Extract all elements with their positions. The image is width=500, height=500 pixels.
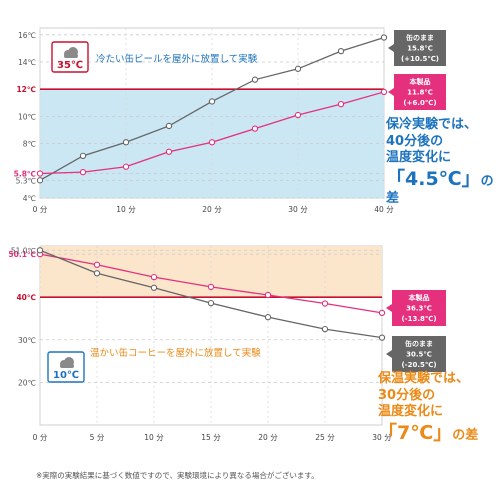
warm-callout: 保温実験では、 30分後の 温度変化に 「7℃」の差 bbox=[378, 371, 478, 445]
data-point bbox=[165, 122, 173, 130]
footnote: ※実際の実験結果に基づく数値ですので、実験環境により異なる場合がございます。 bbox=[36, 471, 319, 480]
x-tick-label: 40 分 bbox=[374, 205, 394, 214]
end-label-text: 缶のまま bbox=[406, 33, 434, 42]
x-tick-label: 25 分 bbox=[315, 433, 335, 442]
end-label-text: 本製品 bbox=[408, 293, 430, 302]
end-label-text: 36.3℃ bbox=[406, 305, 432, 313]
data-point bbox=[36, 170, 44, 177]
y-tick-label: 30℃ bbox=[18, 336, 36, 345]
y-tick-label: 10℃ bbox=[18, 112, 36, 121]
warm-callout-line2: 30分後の bbox=[378, 387, 436, 403]
end-label-box bbox=[394, 30, 446, 66]
data-point bbox=[36, 247, 44, 254]
y-tick-label: 50.1℃ bbox=[8, 250, 36, 259]
y-tick-label: 5.3℃ bbox=[16, 176, 36, 185]
chart-title: 冷たい缶ビールを屋外に放置して実験 bbox=[96, 53, 258, 65]
data-point bbox=[378, 334, 386, 341]
y-tick-label: 20℃ bbox=[18, 378, 36, 387]
data-point bbox=[207, 283, 215, 291]
cold-callout-line1: 保冷実験では、 bbox=[386, 117, 478, 132]
cold-callout-diff: 「4.5℃」 bbox=[386, 167, 481, 190]
cloud-icon bbox=[64, 47, 78, 58]
x-tick-label: 15 分 bbox=[201, 433, 221, 442]
data-point bbox=[294, 65, 302, 72]
data-point bbox=[380, 34, 388, 41]
y-tick-label: 12℃ bbox=[16, 85, 36, 94]
end-label-text: 本製品 bbox=[409, 77, 431, 86]
end-label-box bbox=[392, 336, 446, 372]
y-tick-label: 4℃ bbox=[23, 194, 36, 203]
x-tick-label: 10 分 bbox=[116, 205, 136, 214]
warm-callout-diff: 「7℃」 bbox=[378, 421, 453, 444]
data-point bbox=[122, 163, 130, 170]
data-point bbox=[264, 314, 272, 321]
data-point bbox=[294, 111, 302, 119]
data-point bbox=[150, 273, 158, 281]
end-label-text: 30.5℃ bbox=[406, 351, 432, 359]
end-label-pointer bbox=[388, 44, 394, 52]
x-tick-label: 20 分 bbox=[258, 433, 278, 442]
end-label-text: (+10.5℃) bbox=[401, 55, 439, 63]
ambient-badge-text: 10℃ bbox=[53, 370, 79, 381]
data-point bbox=[165, 148, 173, 155]
end-label-text: 11.8℃ bbox=[407, 89, 433, 97]
data-point bbox=[251, 76, 259, 83]
x-tick-label: 20 分 bbox=[202, 205, 222, 214]
warm-callout-line1: 保温実験では、 bbox=[378, 371, 470, 386]
x-tick-label: 10 分 bbox=[144, 433, 164, 442]
y-tick-label: 14℃ bbox=[18, 58, 36, 67]
end-label-text: (+6.0℃) bbox=[403, 99, 436, 107]
x-tick-label: 30 分 bbox=[288, 205, 308, 214]
end-label-pointer bbox=[386, 304, 392, 312]
data-point bbox=[150, 284, 158, 291]
end-label-text: 15.8℃ bbox=[407, 45, 433, 53]
y-tick-label: 16℃ bbox=[18, 31, 36, 40]
data-point bbox=[36, 177, 44, 184]
data-point bbox=[79, 152, 87, 159]
cold-callout-line3: 温度変化に bbox=[386, 150, 452, 166]
end-label-text: (-20.5℃) bbox=[401, 361, 436, 369]
chart-title: 温かい缶コーヒーを屋外に放置して実験 bbox=[90, 347, 261, 359]
cloud-icon bbox=[60, 357, 74, 368]
data-point bbox=[79, 169, 87, 176]
x-tick-label: 30 分 bbox=[372, 433, 392, 442]
y-tick-label: 8℃ bbox=[23, 140, 36, 149]
end-label-pointer bbox=[386, 350, 392, 358]
cold-callout: 保冷実験では、 40分後の 温度変化に 「4.5℃」の差 bbox=[386, 117, 500, 208]
data-point bbox=[208, 139, 216, 146]
end-label-box bbox=[394, 74, 446, 110]
data-point bbox=[321, 325, 329, 333]
data-point bbox=[93, 261, 101, 268]
cloud-icon-part bbox=[60, 364, 74, 368]
x-tick-label: 5 分 bbox=[90, 433, 105, 442]
x-tick-label: 0 分 bbox=[33, 205, 48, 214]
y-tick-label: 40℃ bbox=[16, 293, 36, 302]
y-tick-label: 51.0℃ bbox=[11, 246, 36, 255]
warm-callout-line3: 温度変化に bbox=[378, 404, 444, 420]
y-tick-label: 5.8℃ bbox=[14, 170, 36, 179]
data-point bbox=[251, 125, 259, 132]
cloud-icon-part bbox=[64, 54, 78, 58]
data-point bbox=[337, 101, 345, 108]
ambient-badge-text: 35℃ bbox=[57, 60, 83, 71]
end-label-text: (-13.8℃) bbox=[401, 315, 436, 323]
data-point bbox=[378, 309, 386, 317]
data-point bbox=[380, 88, 388, 96]
data-point bbox=[93, 270, 101, 277]
end-label-text: 缶のまま bbox=[405, 339, 433, 348]
x-tick-label: 0 分 bbox=[33, 433, 48, 442]
data-point bbox=[122, 139, 130, 146]
end-label-pointer bbox=[388, 88, 394, 96]
end-label-box bbox=[392, 290, 446, 326]
data-point bbox=[208, 98, 216, 105]
warm-callout-tail: の差 bbox=[452, 427, 479, 443]
cold-callout-tail: の差 bbox=[386, 173, 494, 207]
data-point bbox=[321, 300, 329, 307]
data-point bbox=[264, 291, 272, 299]
data-point bbox=[337, 47, 345, 55]
data-point bbox=[207, 299, 215, 307]
cold-callout-line2: 40分後の bbox=[386, 133, 444, 149]
